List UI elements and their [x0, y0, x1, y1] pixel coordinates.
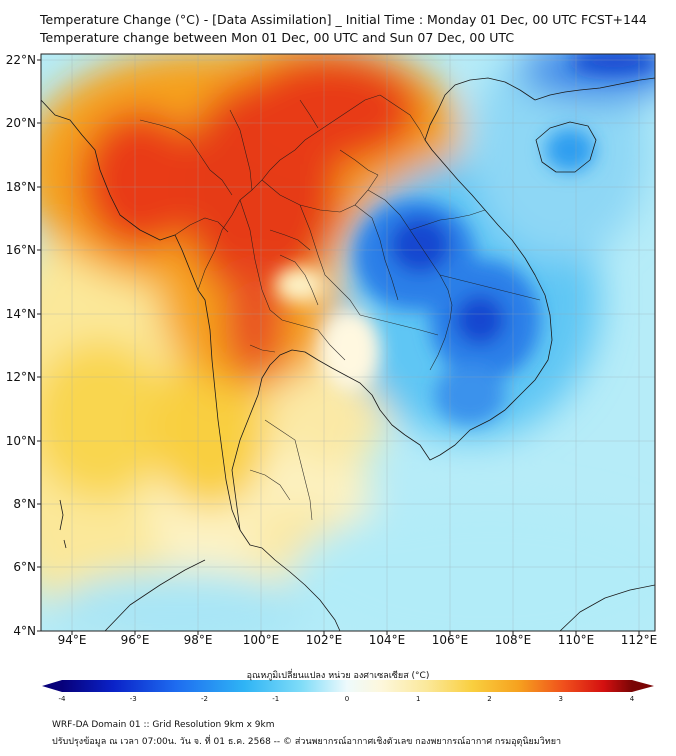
colorbar-title: อุณหภูมิเปลี่ยนแปลง หน่วย องศาเซลเซียส (…: [246, 671, 430, 681]
colorbar-min-arrow: [42, 680, 62, 692]
lat-label: 18°N: [6, 180, 36, 194]
lat-label: 22°N: [6, 53, 36, 67]
coastlines: [41, 77, 655, 631]
lat-label: 20°N: [6, 116, 36, 130]
lat-label: 4°N: [13, 624, 36, 638]
lat-label: 12°N: [6, 370, 36, 384]
colorbar-tick-label: 0: [345, 695, 349, 703]
admin-borders: [139, 94, 541, 521]
lon-label: 112°E: [621, 633, 658, 647]
footer-model-info: WRF-DA Domain 01 :: Grid Resolution 9km …: [52, 720, 275, 730]
lon-label: 102°E: [306, 633, 343, 647]
colorbar-tick-label: 4: [630, 695, 635, 703]
lat-label: 14°N: [6, 307, 36, 321]
lat-label: 10°N: [6, 434, 36, 448]
colorbar-tick-label: -1: [272, 695, 279, 703]
lon-label: 94°E: [58, 633, 87, 647]
temperature-field: [41, 54, 655, 631]
chart-subtitle: Temperature change between Mon 01 Dec, 0…: [40, 30, 515, 45]
lon-label: 98°E: [184, 633, 213, 647]
colorbar-tick-label: -2: [201, 695, 208, 703]
lon-label: 110°E: [558, 633, 595, 647]
lat-label: 8°N: [13, 497, 36, 511]
lon-label: 100°E: [243, 633, 280, 647]
graticule: [41, 54, 655, 631]
colorbar-tick-label: -4: [59, 695, 67, 703]
colorbar-tick-label: 3: [559, 695, 563, 703]
longitude-axis: 94°E 96°E 98°E 100°E 102°E 104°E 106°E 108°E 110…: [58, 631, 658, 647]
colorbar-tick-label: 1: [416, 695, 420, 703]
colorbar-tick-label: -3: [130, 695, 137, 703]
colorbar: -4 -3 -2 -1 0 1 2 3 4: [42, 680, 654, 703]
latitude-axis: 22°N 20°N 18°N 16°N 14°N 12°N 10°N 8°N 6°N 4°N: [6, 53, 41, 638]
lon-label: 96°E: [121, 633, 150, 647]
colorbar-max-arrow: [632, 680, 654, 692]
lat-label: 6°N: [13, 560, 36, 574]
lon-label: 108°E: [495, 633, 532, 647]
chart-title: Temperature Change (°C) - [Data Assimila…: [40, 12, 647, 27]
lat-label: 16°N: [6, 243, 36, 257]
footer-credit: ปรับปรุงข้อมูล ณ เวลา 07:00น. วัน จ. ที่…: [52, 737, 562, 747]
colorbar-tick-label: 2: [487, 695, 491, 703]
map-frame: [40, 53, 656, 632]
lon-label: 106°E: [432, 633, 469, 647]
colorbar-gradient: [62, 680, 632, 692]
lon-label: 104°E: [369, 633, 406, 647]
